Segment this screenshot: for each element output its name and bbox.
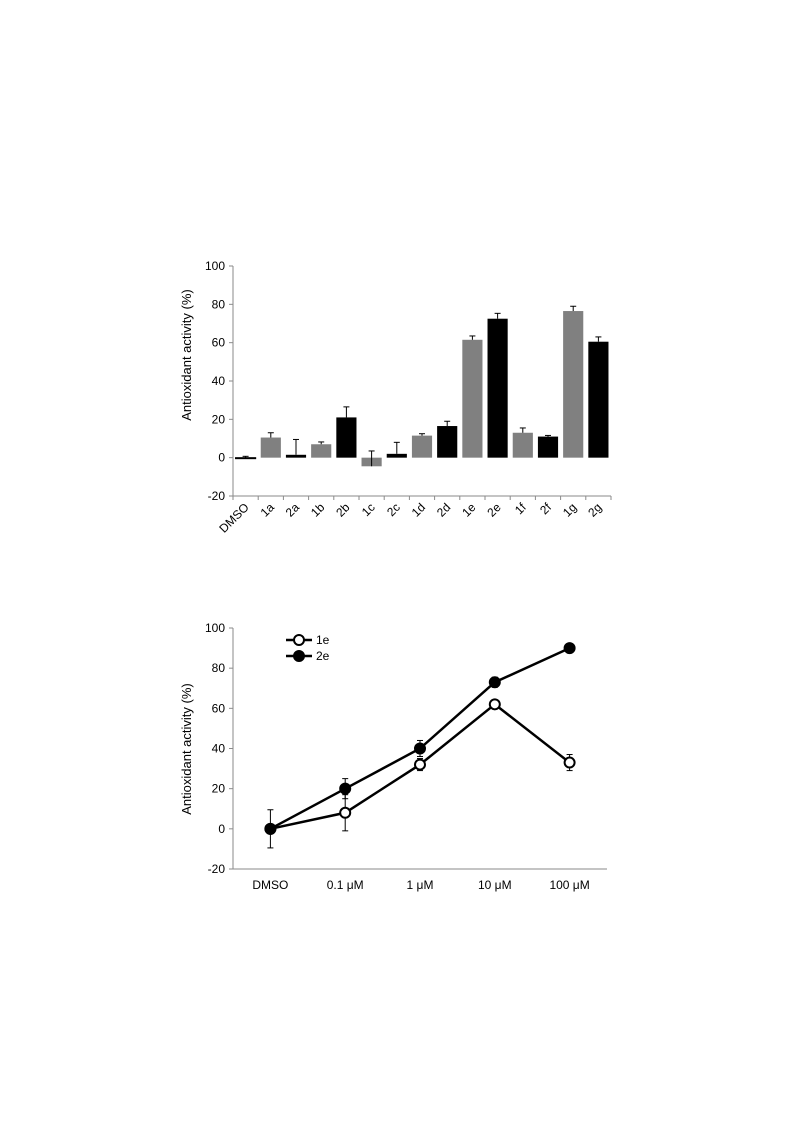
- line-2e: [269, 646, 571, 830]
- point-1e: [563, 756, 576, 769]
- bar-2d: [437, 426, 458, 458]
- bar-y-tick-label: 60: [212, 336, 226, 350]
- line-y-tick-label: -20: [208, 862, 226, 876]
- line-chart-series: [264, 642, 576, 849]
- point-1e: [339, 806, 352, 819]
- line-y-tick-label: 80: [212, 661, 226, 675]
- point-2e: [414, 742, 426, 755]
- line-x-tick-label: 100 μM: [549, 878, 589, 892]
- line-y-tick-label: 20: [212, 782, 226, 796]
- line-chart: Antioxidant activity (%) -20 0 20 40 60 80 100…: [179, 621, 607, 892]
- bar-1b: [311, 444, 332, 458]
- bar-x-tick-label: 1f: [512, 500, 529, 517]
- bar-chart-error-bars: [242, 305, 602, 467]
- bar-x-tick-label: 2f: [537, 500, 554, 517]
- line-x-tick-label: 0.1 μM: [327, 878, 364, 892]
- legend-marker-2e: [293, 650, 305, 662]
- point-2e: [264, 822, 277, 835]
- point-1e: [488, 698, 501, 711]
- bar-y-tick-label: 100: [205, 259, 225, 273]
- line-x-tick-label: DMSO: [252, 878, 288, 892]
- series-1e: [264, 698, 576, 849]
- point-2e: [488, 676, 501, 689]
- bar-x-tick-label: 1e: [459, 500, 479, 520]
- bar-x-tick-label: 1b: [308, 500, 328, 520]
- bar-x-tick-label: 1d: [409, 500, 428, 519]
- bar-2c: [386, 453, 407, 458]
- bar-1a: [260, 437, 281, 458]
- line-chart-y-axis-label: Antioxidant activity (%): [179, 683, 194, 815]
- bar-x-tick-label: DMSO: [216, 500, 251, 535]
- legend-marker-1e: [293, 634, 305, 646]
- bar-x-tick-label: 2c: [384, 500, 403, 519]
- bar-2e: [487, 318, 508, 458]
- bar-2a: [285, 454, 307, 458]
- bar-y-tick-label: 20: [212, 412, 226, 426]
- bar-y-tick-label: 0: [218, 451, 225, 465]
- line-chart-x-axis: DMSO 0.1 μM 1 μM 10 μM 100 μM: [233, 868, 607, 892]
- line-chart-legend: 1e 2e: [286, 633, 330, 663]
- legend-label-2e: 2e: [316, 649, 330, 663]
- bar-y-tick-label: -20: [208, 489, 226, 503]
- bar-x-tick-label: 2g: [585, 500, 604, 519]
- legend-label-1e: 1e: [316, 633, 330, 647]
- bar-1f: [512, 432, 533, 458]
- bar-chart-y-axis: -20 0 20 40 60 80 100: [205, 259, 234, 503]
- bar-DMSO: [235, 457, 257, 460]
- bar-2g: [588, 341, 609, 458]
- point-1e: [414, 758, 426, 771]
- bar-x-tick-label: 2a: [283, 500, 303, 520]
- line-x-tick-label: 1 μM: [407, 878, 434, 892]
- line-y-tick-label: 0: [218, 822, 225, 836]
- bar-x-tick-label: 1c: [359, 500, 378, 519]
- point-2e: [339, 782, 352, 795]
- bar-chart: Antioxidant activity (%) -20 0 20 40 60 80 100…: [179, 259, 612, 536]
- line-chart-y-axis: -20 0 20 40 60 80 100: [205, 621, 234, 876]
- bar-x-tick-label: 2b: [333, 500, 353, 520]
- bar-y-tick-label: 40: [212, 374, 226, 388]
- bar-x-tick-label: 2d: [434, 500, 453, 519]
- bar-chart-bars: [235, 311, 609, 467]
- bar-2f: [537, 436, 559, 458]
- bar-1e: [462, 339, 483, 458]
- bar-x-tick-label: 1g: [560, 500, 579, 519]
- bar-y-tick-label: 80: [212, 297, 226, 311]
- series-2e: [264, 642, 576, 835]
- bar-chart-x-axis: DMSO 1a 2a 1b 2b 1c 2c 1d 2d 1e 2e 1f 2f 1g 2g: [216, 495, 612, 536]
- bar-1d: [411, 435, 433, 458]
- bar-x-tick-label: 2e: [484, 500, 504, 520]
- point-2e: [563, 642, 576, 655]
- line-y-tick-label: 100: [205, 621, 225, 635]
- line-y-tick-label: 40: [212, 742, 226, 756]
- line-x-tick-label: 10 μM: [478, 878, 512, 892]
- bar-chart-y-axis-label: Antioxidant activity (%): [179, 289, 194, 421]
- bar-2b: [336, 417, 357, 458]
- line-y-tick-label: 60: [212, 701, 226, 715]
- bar-1g: [563, 311, 584, 458]
- bar-x-tick-label: 1a: [258, 500, 278, 520]
